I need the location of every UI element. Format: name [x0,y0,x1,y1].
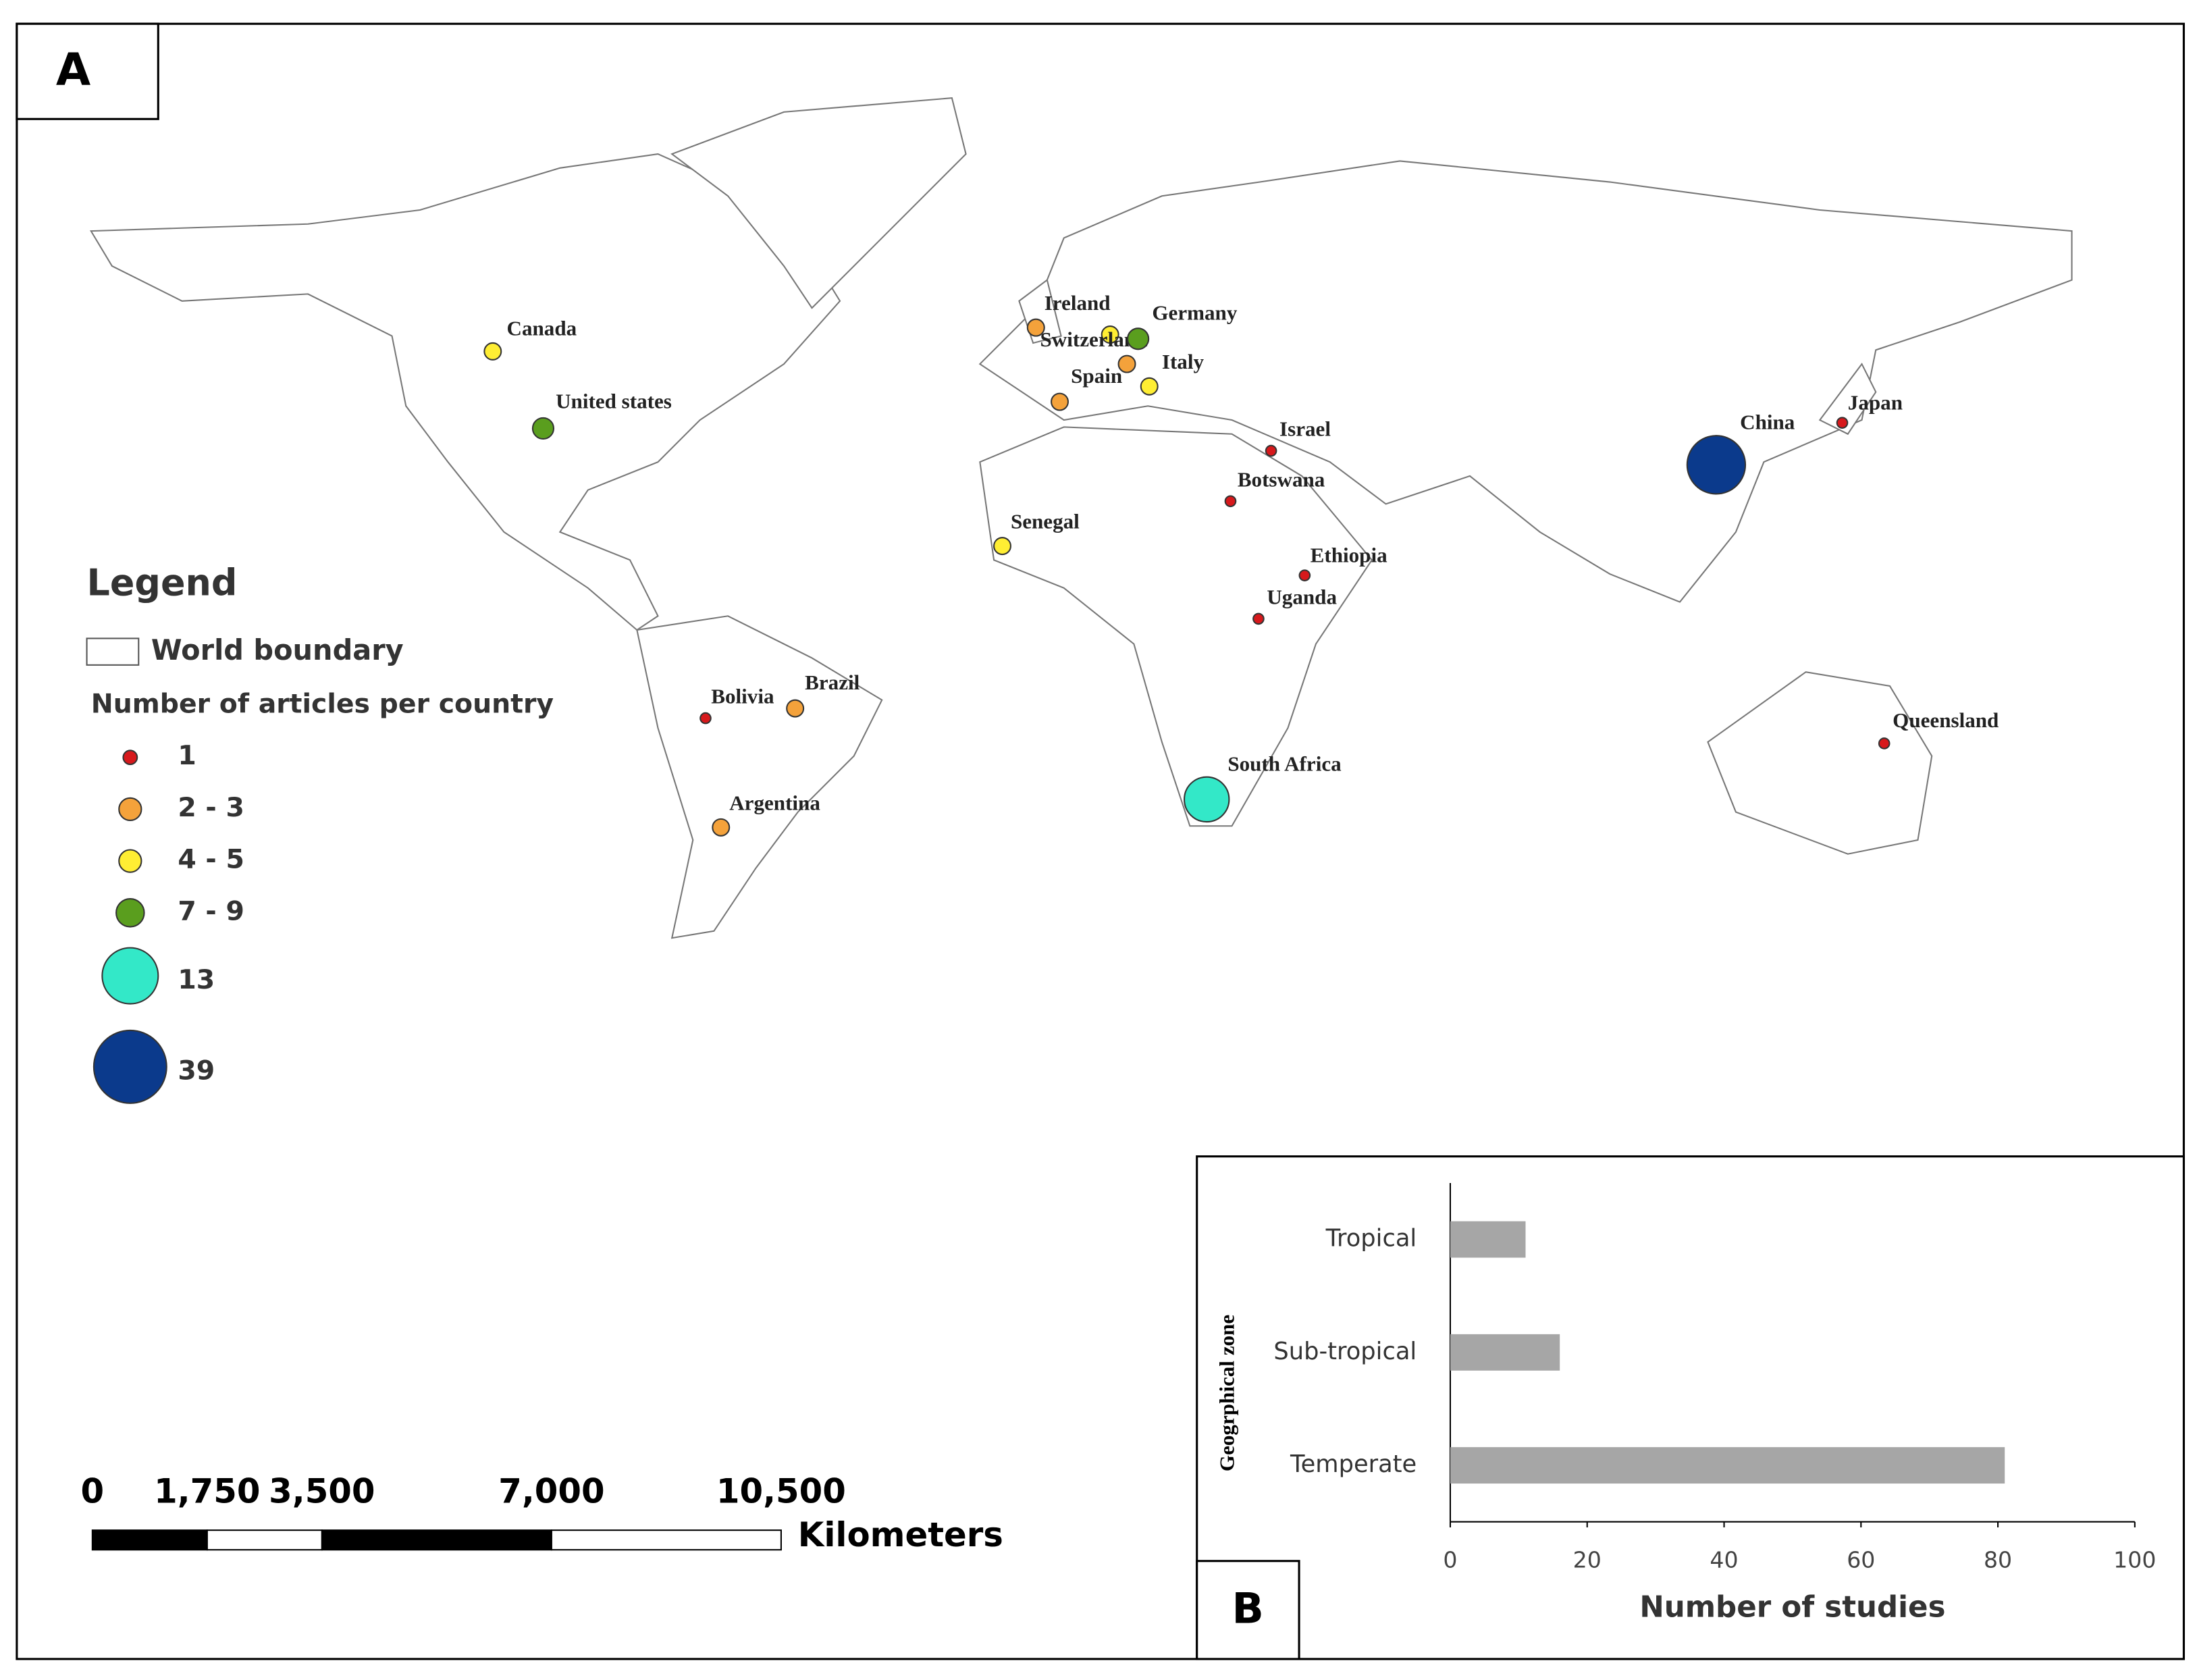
country-marker [531,417,555,440]
legend-subtitle: Number of articles per country [91,688,554,719]
country-label: Queensland [1893,708,1999,732]
scale-tick-label: 0 [81,1472,105,1511]
country-label: Brazil [805,671,860,694]
country-label: Bolivia [711,685,774,708]
country-label: Argentina [729,791,820,814]
country-label: Japan [1848,390,1903,414]
panel-label: B [1232,1583,1264,1633]
country-marker [1026,318,1045,337]
country-marker [712,818,731,837]
country-label: Canada [507,316,577,340]
country-marker [1252,612,1265,625]
country-marker [993,537,1011,556]
y-axis-label: Geogrphical zone [1215,1315,1239,1471]
x-tick-label: 80 [1984,1546,2012,1573]
x-tick-label: 60 [1847,1546,1875,1573]
scale-tick-label: 3,500 [269,1472,375,1511]
country-marker [1836,417,1849,429]
scale-unit: Kilometers [798,1515,1003,1554]
country-marker [1140,377,1159,396]
legend-boundary-swatch [86,637,140,666]
country-label: Botswana [1238,467,1325,491]
x-tick-label: 0 [1443,1546,1457,1573]
country-label: Germany [1152,301,1237,325]
y-tick-label: Tropical [1325,1225,1417,1253]
country-marker [1224,495,1237,508]
country-marker [1184,776,1230,823]
x-tick-label: 100 [2113,1546,2156,1573]
panel-box [1196,1560,1300,1660]
x-tick-label: 40 [1710,1546,1738,1573]
bar [1450,1447,2005,1484]
country-label: Senegal [1011,510,1080,533]
legend-class-label: 7 - 9 [178,895,244,926]
country-label: Ireland [1044,291,1111,315]
legend-class-label: 39 [178,1055,215,1086]
scale-tick-label: 1,750 [154,1472,260,1511]
inset-frame [1196,1155,2185,1660]
country-marker [1101,325,1119,344]
legend-class-label: 4 - 5 [178,844,244,875]
country-marker [1878,737,1890,750]
legend-symbol [101,947,159,1005]
scale-segment [206,1529,323,1551]
x-tick-label: 20 [1573,1546,1602,1573]
panel-label: A [56,43,91,96]
country-marker [1117,355,1136,373]
country-label: Italy [1162,350,1205,373]
country-marker [1686,435,1747,495]
legend-title: Legend [87,561,238,604]
legend-class-label: 1 [178,740,196,771]
country-label: China [1740,410,1795,434]
country-marker [699,712,712,725]
scale-segment [91,1529,208,1551]
legend-symbol [118,849,142,873]
frame [16,22,2185,1660]
country-label: South Africa [1227,752,1342,775]
legend-class-label: 2 - 3 [178,792,244,823]
scale-segment [321,1529,552,1551]
legend-symbol [122,750,138,766]
legend-symbol [118,797,142,822]
country-marker [1298,569,1311,581]
bar [1450,1221,1526,1258]
scale-tick-label: 10,500 [716,1472,846,1511]
panel-box [16,22,159,120]
country-label: Ethiopia [1311,543,1387,567]
scale-tick-label: 7,000 [498,1472,604,1511]
legend-symbol [115,898,145,928]
country-marker [1265,444,1277,457]
bar [1450,1334,1560,1371]
country-label: Israel [1279,417,1331,441]
y-tick-label: Sub-tropical [1273,1338,1417,1365]
country-marker [1051,392,1069,411]
world-boundary [89,97,2073,939]
legend-symbol [92,1029,167,1104]
legend-class-label: 13 [178,964,215,995]
country-label: United states [556,389,672,413]
scale-segment [550,1529,782,1551]
y-tick-label: Temperate [1290,1450,1417,1478]
country-label: Uganda [1267,585,1337,609]
country-label: Spain [1071,364,1122,388]
country-marker [483,342,502,361]
x-axis-label: Number of studies [1639,1590,1945,1624]
country-marker [1127,327,1150,350]
legend-boundary-label: World boundary [151,634,404,666]
country-marker [786,699,805,718]
